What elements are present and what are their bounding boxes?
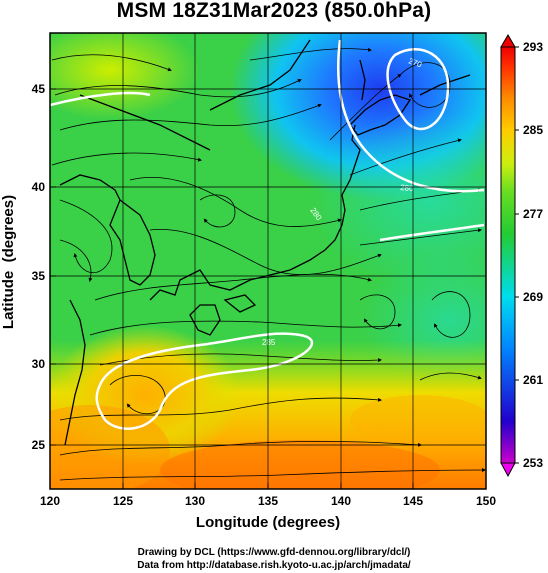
colorbar-label: 269 — [523, 290, 543, 304]
colorbar-label: 277 — [523, 207, 543, 221]
colorbar-label: 285 — [523, 123, 543, 137]
sakhalin-coast — [359, 59, 366, 101]
china-coast-ne — [79, 94, 211, 151]
coastlines — [59, 39, 471, 446]
contour-280-north — [337, 39, 485, 193]
contour-label: 285 — [262, 338, 276, 347]
wind-streamlines — [51, 47, 486, 481]
colorbar-label: 293 — [523, 40, 543, 54]
y-tick-label: 30 — [32, 357, 46, 371]
contour-280-east — [379, 223, 485, 242]
colorbar: 293 285 277 269 261 253 — [500, 34, 543, 478]
contour-285 — [95, 332, 314, 430]
colorbar-scale — [500, 46, 516, 464]
kyushu-coast — [189, 304, 221, 336]
china-coast-north — [59, 174, 121, 201]
x-tick-label: 120 — [40, 494, 60, 508]
x-tick-label: 135 — [258, 494, 278, 508]
x-tick-label: 145 — [403, 494, 423, 508]
y-axis-label: Latitude (degrees) — [0, 195, 17, 329]
credits: Drawing by DCL (https://www.gfd-dennou.o… — [0, 546, 548, 572]
map-title: MSM 18Z31Mar2023 (850.0hPa) — [116, 0, 432, 22]
y-tick-label: 45 — [32, 82, 46, 96]
contour-label: 270 — [407, 56, 423, 69]
y-tick-marks — [50, 88, 56, 446]
honshu-coast — [149, 124, 361, 301]
contour-label: 280 — [400, 183, 415, 193]
x-tick-labels: 120 125 130 135 140 145 150 — [40, 494, 496, 508]
x-axis-label: Longitude (degrees) — [196, 514, 340, 531]
y-tick-label: 25 — [32, 438, 46, 452]
colorbar-label: 253 — [523, 456, 543, 470]
colorbar-max-arrow — [500, 34, 516, 48]
credit-data: Data from http://database.rish.kyoto-u.a… — [137, 560, 411, 571]
korea-coast — [109, 198, 156, 286]
colorbar-label: 261 — [523, 373, 543, 387]
x-tick-label: 150 — [476, 494, 496, 508]
x-tick-marks — [49, 483, 487, 489]
contour-270 — [386, 48, 450, 131]
x-tick-label: 130 — [185, 494, 205, 508]
y-tick-label: 40 — [32, 180, 46, 194]
y-tick-labels: 25 30 35 40 45 — [32, 82, 46, 452]
china-coast-south — [64, 299, 86, 446]
russia-coast — [209, 39, 311, 111]
colorbar-min-arrow — [500, 462, 516, 478]
gridlines — [50, 33, 486, 489]
temperature-field — [50, 33, 486, 489]
shikoku-coast — [223, 294, 257, 313]
y-tick-label: 35 — [32, 269, 46, 283]
contour-nw — [50, 91, 151, 107]
x-tick-label: 140 — [331, 494, 351, 508]
temperature-contours — [50, 39, 485, 430]
credit-drawing: Drawing by DCL (https://www.gfd-dennou.o… — [137, 547, 411, 558]
hokkaido-coast — [349, 94, 412, 136]
kuril-coast — [419, 74, 471, 96]
x-tick-label: 125 — [113, 494, 133, 508]
